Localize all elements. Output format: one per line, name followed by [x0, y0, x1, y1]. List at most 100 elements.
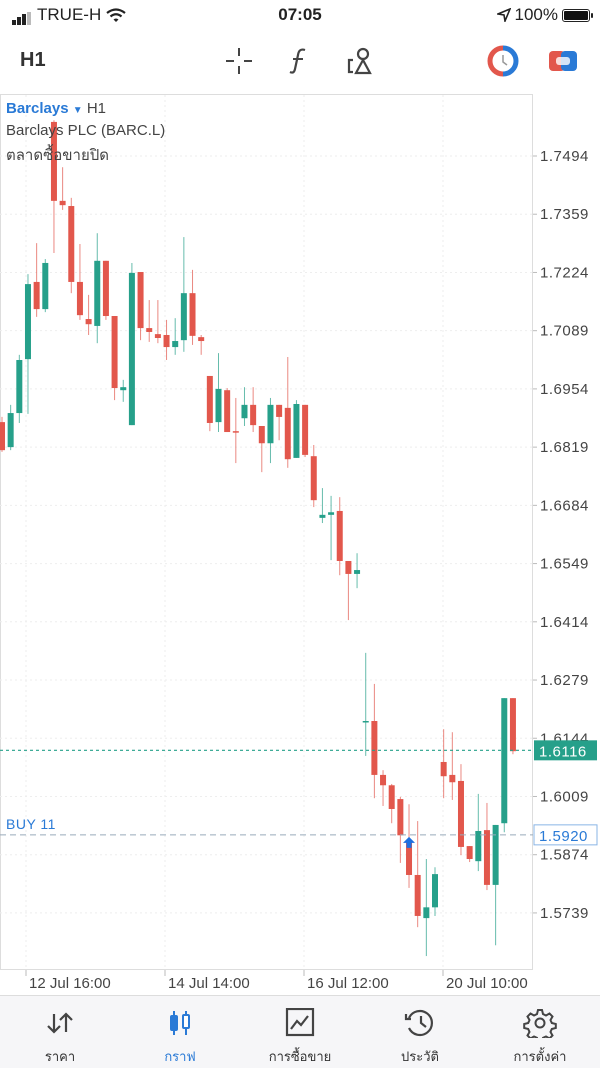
- y-tick-label: 1.6279: [540, 672, 589, 689]
- candle-body-bull: [362, 721, 369, 723]
- candle-body-bear: [137, 272, 144, 329]
- candle-body-bull: [94, 260, 101, 326]
- candle-body-bear: [0, 422, 5, 451]
- candle-body-bull: [432, 874, 438, 908]
- candle-body-bear: [68, 206, 75, 282]
- objects-icon[interactable]: [342, 44, 378, 78]
- candle-body-bear: [457, 780, 464, 847]
- y-tick-label: 1.6414: [540, 614, 589, 631]
- y-tick-label: 1.7359: [540, 206, 589, 223]
- nav-item-2[interactable]: การซื้อขาย: [240, 996, 360, 1068]
- candle-body-bull: [328, 512, 335, 515]
- candle-body-bull: [475, 830, 482, 862]
- candle-body-bull: [120, 387, 127, 391]
- buy-order-price-badge: [533, 824, 598, 846]
- y-tick-label: 1.7089: [540, 323, 589, 340]
- candle-body-bear: [483, 830, 490, 885]
- y-tick-label: 1.6819: [540, 439, 589, 456]
- candle-body-bear: [371, 721, 378, 775]
- candle-body-bear: [380, 774, 387, 786]
- function-icon[interactable]: [281, 44, 317, 78]
- candle-body-bear: [466, 846, 473, 860]
- y-tick-label: 1.6009: [540, 788, 589, 805]
- nav-item-0[interactable]: ราคา: [0, 996, 120, 1068]
- y-tick-label: 1.5874: [540, 847, 589, 864]
- x-tick-label: 14 Jul 14:00: [168, 975, 250, 992]
- candle-body-bear: [146, 328, 153, 332]
- candle-body-bear: [76, 281, 83, 316]
- chart-candles-icon: [162, 1008, 198, 1038]
- settings-gear-icon: [522, 1008, 558, 1043]
- symbol-description: Barclays PLC (BARC.L): [6, 122, 166, 139]
- symbol-name[interactable]: Barclays: [6, 100, 69, 117]
- candle-body-bear: [310, 456, 317, 501]
- candle-body-bear: [509, 698, 516, 752]
- nav-item-4[interactable]: การตั้งค่า: [480, 996, 600, 1068]
- y-tick-label: 1.6954: [540, 381, 589, 398]
- y-tick-label: 1.5739: [540, 905, 589, 922]
- one-click-trading-icon[interactable]: [545, 44, 581, 78]
- candle-body-bear: [85, 319, 92, 325]
- candle-body-bull: [267, 404, 274, 444]
- nav-item-1[interactable]: กราฟ: [120, 996, 240, 1068]
- battery-percent: 100%: [514, 5, 558, 24]
- nav-item-label: ราคา: [44, 1049, 76, 1064]
- candle-body-bear: [224, 390, 231, 433]
- candle-body-bull: [492, 824, 499, 885]
- candle-body-bear: [276, 404, 283, 417]
- candle-body-bull: [241, 404, 248, 419]
- candle-body-bear: [414, 874, 421, 916]
- candle-body-bear: [198, 337, 205, 342]
- crosshair-icon[interactable]: [221, 44, 257, 78]
- wifi-icon: [106, 7, 126, 22]
- candle-body-bull: [180, 293, 187, 341]
- candle-body-bear: [388, 785, 395, 809]
- candle-body-bear: [232, 431, 239, 433]
- timeframe-button[interactable]: H1: [20, 49, 46, 71]
- candle-body-bull: [423, 907, 430, 919]
- nav-item-3[interactable]: ประวัติ: [360, 996, 480, 1068]
- candle-body-bull: [215, 388, 222, 423]
- candle-body-bull: [16, 360, 23, 414]
- candle-body-bear: [59, 200, 66, 206]
- y-tick-label: 1.7494: [540, 148, 589, 165]
- buy-order-price-label: 1.5920: [539, 828, 588, 845]
- candle-body-bull: [354, 570, 361, 574]
- candle-body-bull: [42, 262, 49, 310]
- location-icon: [496, 8, 511, 22]
- nav-item-label: ประวัติ: [401, 1049, 439, 1064]
- y-tick-label: 1.6549: [540, 556, 589, 573]
- battery-icon: [562, 8, 593, 22]
- chart-symbol-row: Barclays ▼ H1: [6, 100, 106, 117]
- chart-timeframe: H1: [86, 100, 106, 117]
- candle-body-bull: [293, 403, 300, 458]
- candle-body-bear: [397, 799, 404, 836]
- candle-body-bear: [50, 121, 57, 201]
- current-price-badge: [534, 740, 597, 761]
- trade-timer-icon[interactable]: [485, 44, 521, 78]
- nav-item-label: การซื้อขาย: [268, 1049, 332, 1064]
- trade-chart-icon: [282, 1007, 318, 1038]
- candle-body-bear: [189, 293, 196, 336]
- market-status: ตลาดซื้อขายปิด: [6, 147, 110, 164]
- symbol-dropdown-icon[interactable]: ▼: [72, 105, 83, 116]
- x-tick-label: 12 Jul 16:00: [29, 975, 111, 992]
- candle-body-bear: [258, 425, 265, 444]
- buy-order-label[interactable]: BUY 11: [6, 816, 56, 832]
- current-price-label: 1.6116: [539, 743, 587, 760]
- candle-body-bear: [163, 334, 170, 348]
- nav-item-label: กราฟ: [164, 1049, 196, 1064]
- chart-plot-area[interactable]: [0, 94, 533, 970]
- carrier-name: TRUE-H: [37, 5, 102, 24]
- candle-body-bear: [111, 316, 118, 389]
- quotes-arrows-icon: [42, 1008, 78, 1038]
- candle-body-bear: [345, 560, 352, 574]
- candle-body-bear: [302, 404, 309, 455]
- candle-body-bull: [7, 413, 14, 448]
- status-bar: TRUE-H 07:05 100%: [0, 0, 600, 32]
- candle-body-bear: [250, 404, 257, 426]
- history-icon: [402, 1008, 438, 1038]
- candle-body-bear: [154, 334, 161, 339]
- clock: 07:05: [278, 5, 322, 24]
